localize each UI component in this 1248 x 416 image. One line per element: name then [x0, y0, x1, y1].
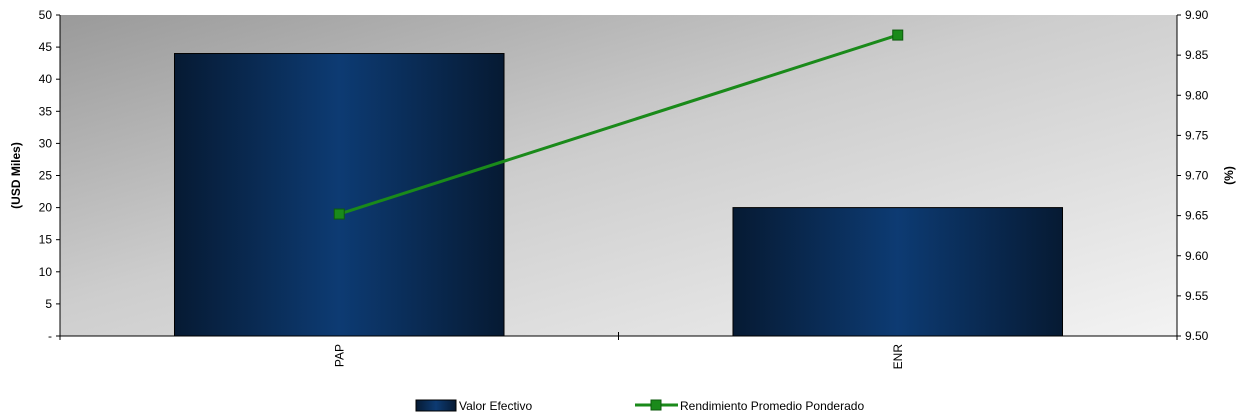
y-tick-label: 40 [39, 72, 53, 86]
y-tick-label: 45 [39, 40, 53, 54]
y-tick-label: 20 [39, 201, 53, 215]
y-tick-label: 30 [39, 136, 53, 150]
y2-tick-label: 9.60 [1185, 249, 1209, 263]
rendimiento-point-pap [333, 208, 345, 220]
legend-line-marker [650, 399, 662, 411]
axes-layer: - 5 10 15 20 25 30 35 40 45 50 9.50 9.55 9.60 9.65 9.70… [39, 8, 1209, 369]
y2-tick-label: 9.70 [1185, 169, 1209, 183]
y-tick-label: 35 [39, 104, 53, 118]
x-tick-label: ENR [891, 344, 905, 370]
y-tick-label: 25 [39, 169, 53, 183]
y2-axis-title: (%) [1222, 166, 1236, 185]
y-tick-label: 50 [39, 8, 53, 22]
y-axis-title: (USD Miles) [9, 142, 23, 209]
y2-tick-label: 9.80 [1185, 88, 1209, 102]
legend-bar-swatch [415, 399, 457, 412]
legend: Valor Efectivo Rendimiento Promedio Pond… [415, 399, 864, 413]
legend-line-label: Rendimiento Promedio Ponderado [680, 399, 864, 413]
x-tick-label: PAP [332, 344, 346, 367]
bar-pap [173, 53, 505, 337]
y2-tick-label: 9.90 [1185, 8, 1209, 22]
y-tick-label: - [48, 329, 52, 343]
bar-enr [732, 207, 1064, 337]
y-tick-label: 5 [45, 297, 52, 311]
line-series-layer [333, 29, 904, 220]
legend-bar-label: Valor Efectivo [459, 399, 532, 413]
y-tick-label: 10 [39, 265, 53, 279]
rendimiento-point-enr [892, 29, 904, 41]
y2-tick-label: 9.55 [1185, 289, 1209, 303]
y2-tick-label: 9.85 [1185, 48, 1209, 62]
rendimiento-line [338, 33, 899, 216]
bars-layer [173, 53, 1064, 337]
y2-tick-label: 9.75 [1185, 128, 1209, 142]
y2-tick-label: 9.65 [1185, 209, 1209, 223]
y2-tick-label: 9.50 [1185, 329, 1209, 343]
y-tick-label: 15 [39, 233, 53, 247]
